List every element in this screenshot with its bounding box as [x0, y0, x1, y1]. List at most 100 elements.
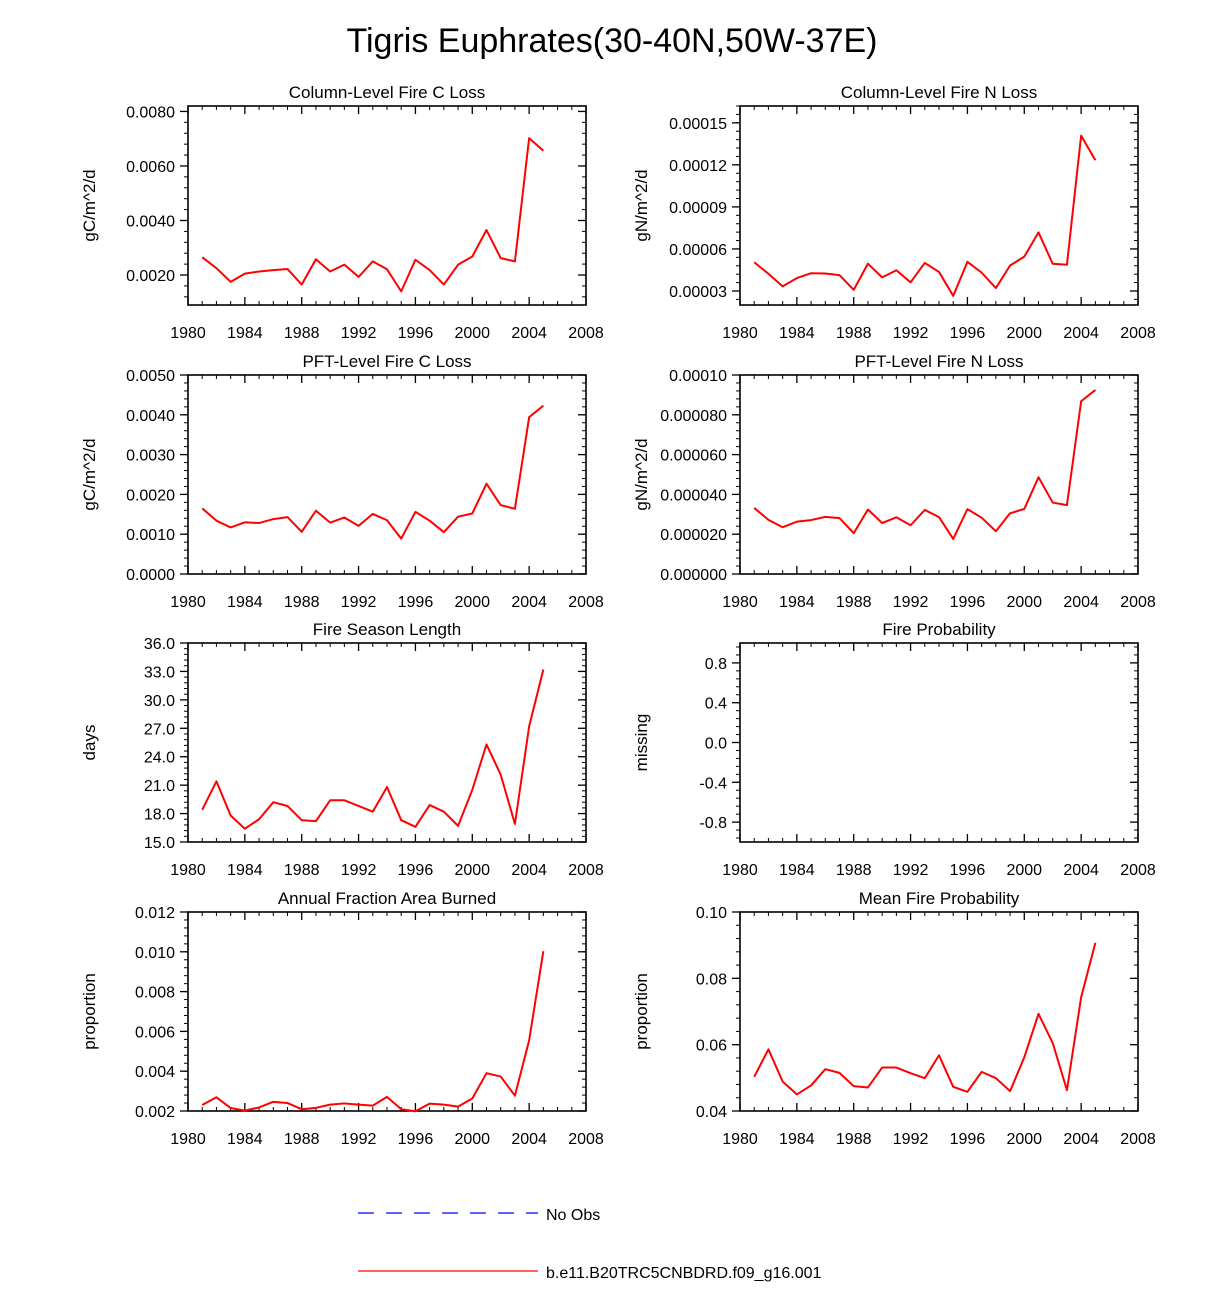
x-tick-label: 1980 [170, 1131, 206, 1148]
x-tick-label: 1992 [893, 325, 929, 342]
x-tick-label: 1992 [341, 594, 377, 611]
y-tick-label: 0.0010 [126, 527, 175, 544]
panel-title: PFT-Level Fire N Loss [854, 352, 1023, 371]
x-tick-label: 2000 [454, 862, 490, 879]
y-tick-label: 0.4 [705, 696, 727, 713]
x-tick-label: 2004 [511, 862, 547, 879]
x-tick-label: 2008 [1120, 594, 1156, 611]
panel-title: Fire Season Length [313, 620, 461, 639]
y-tick-label: -0.4 [699, 775, 727, 792]
panel-8: Mean Fire Probability proportion 1980 1984 1… [632, 889, 1156, 1148]
series-line-1 [753, 134, 1097, 297]
x-tick-label: 1980 [170, 594, 206, 611]
y-tick-label: 0.0050 [126, 368, 175, 385]
legend-label-model: b.e11.B20TRC5CNBDRD.f09_g16.001 [546, 1265, 822, 1282]
x-tick-label: 1984 [779, 1131, 815, 1148]
y-tick-label: 0.008 [135, 985, 175, 1002]
y-tick-label: 0.0030 [126, 448, 175, 465]
x-tick-label: 1988 [836, 594, 872, 611]
x-tick-label: 2000 [454, 325, 490, 342]
y-tick-label: 0.002 [135, 1104, 175, 1121]
x-tick-label: 2004 [511, 594, 547, 611]
y-axis-label: gN/m^2/d [632, 169, 651, 241]
x-tick-label: 1980 [722, 594, 758, 611]
x-tick-label: 2000 [454, 1131, 490, 1148]
plot-frame [187, 911, 587, 1112]
plot-frame [187, 374, 587, 575]
panel-title: Annual Fraction Area Burned [278, 889, 496, 908]
y-tick-label: 27.0 [144, 721, 175, 738]
panel-6: Fire Probability missing 1980 1984 1988 1992 1… [632, 620, 1156, 879]
series-line-1 [201, 951, 545, 1113]
y-tick-label: 0.000060 [660, 448, 727, 465]
y-tick-label: 0.0040 [126, 213, 175, 230]
x-tick-label: 1996 [950, 1131, 986, 1148]
x-tick-label: 2000 [1006, 1131, 1042, 1148]
series-line-1 [753, 389, 1096, 540]
panel-title: Mean Fire Probability [859, 889, 1020, 908]
y-tick-label: 30.0 [144, 693, 175, 710]
y-tick-label: 36.0 [144, 636, 175, 653]
panel-title: Fire Probability [882, 620, 996, 639]
x-tick-label: 1984 [779, 594, 815, 611]
x-tick-label: 1996 [950, 325, 986, 342]
y-tick-label: 0.00012 [669, 158, 727, 175]
panels: Column-Level Fire C Loss gC/m^2/d 1980 1984… [80, 83, 1156, 1148]
x-tick-label: 1996 [398, 1131, 434, 1148]
x-tick-label: 2004 [1063, 325, 1099, 342]
y-tick-label: 0.010 [135, 945, 175, 962]
x-tick-label: 2000 [454, 594, 490, 611]
x-tick-label: 1988 [284, 862, 320, 879]
panel-2: Column-Level Fire N Loss gN/m^2/d 1980 1984… [632, 83, 1156, 342]
figure-title: Tigris Euphrates(30-40N,50W-37E) [346, 22, 877, 60]
x-tick-label: 2008 [1120, 325, 1156, 342]
x-tick-label: 1992 [341, 1131, 377, 1148]
y-tick-label: 15.0 [144, 835, 175, 852]
x-tick-label: 2008 [1120, 1131, 1156, 1148]
series-line-1 [201, 669, 545, 830]
x-tick-label: 1988 [836, 325, 872, 342]
y-tick-label: 0.00003 [669, 284, 727, 301]
y-tick-label: 0.00010 [669, 368, 727, 385]
y-tick-label: 0.000080 [660, 408, 727, 425]
y-tick-label: -0.8 [699, 815, 727, 832]
panel-4: PFT-Level Fire N Loss gN/m^2/d 1980 1984 198… [632, 352, 1156, 611]
y-axis-label: gC/m^2/d [80, 438, 99, 510]
y-axis-label: days [80, 725, 99, 761]
panel-title: Column-Level Fire C Loss [289, 83, 486, 102]
x-tick-label: 1980 [722, 1131, 758, 1148]
y-tick-label: 0.0 [705, 736, 727, 753]
x-tick-label: 2008 [1120, 862, 1156, 879]
y-tick-label: 0.0080 [126, 104, 175, 121]
x-tick-label: 1992 [893, 594, 929, 611]
y-tick-label: 0.08 [696, 971, 727, 988]
x-tick-label: 1992 [341, 862, 377, 879]
plot-frame [187, 105, 587, 306]
x-tick-label: 1996 [398, 594, 434, 611]
x-tick-label: 1996 [398, 862, 434, 879]
x-tick-label: 2000 [1006, 594, 1042, 611]
series-line-1 [753, 942, 1097, 1096]
x-tick-label: 2008 [568, 1131, 604, 1148]
x-tick-label: 2004 [511, 1131, 547, 1148]
y-tick-label: 0.004 [135, 1064, 175, 1081]
x-tick-label: 1984 [227, 1131, 263, 1148]
y-axis-label: gN/m^2/d [632, 438, 651, 510]
y-tick-label: 0.0000 [126, 567, 175, 584]
x-tick-label: 1980 [170, 862, 206, 879]
y-tick-label: 0.00015 [669, 116, 727, 133]
x-tick-label: 2004 [1063, 1131, 1099, 1148]
panel-5: Fire Season Length days 1980 1984 1988 1992 19… [80, 620, 604, 879]
legend: No Obs b.e11.B20TRC5CNBDRD.f09_g16.001 [358, 1207, 822, 1282]
y-tick-label: 0.012 [135, 905, 175, 922]
x-tick-label: 2008 [568, 862, 604, 879]
y-tick-label: 0.000020 [660, 527, 727, 544]
y-tick-label: 24.0 [144, 750, 175, 767]
y-tick-label: 0.0040 [126, 408, 175, 425]
y-axis-label: proportion [80, 973, 99, 1050]
x-tick-label: 1996 [950, 862, 986, 879]
y-tick-label: 18.0 [144, 807, 175, 824]
plot-frame [739, 642, 1139, 843]
x-tick-label: 1988 [836, 1131, 872, 1148]
panel-title: Column-Level Fire N Loss [841, 83, 1038, 102]
